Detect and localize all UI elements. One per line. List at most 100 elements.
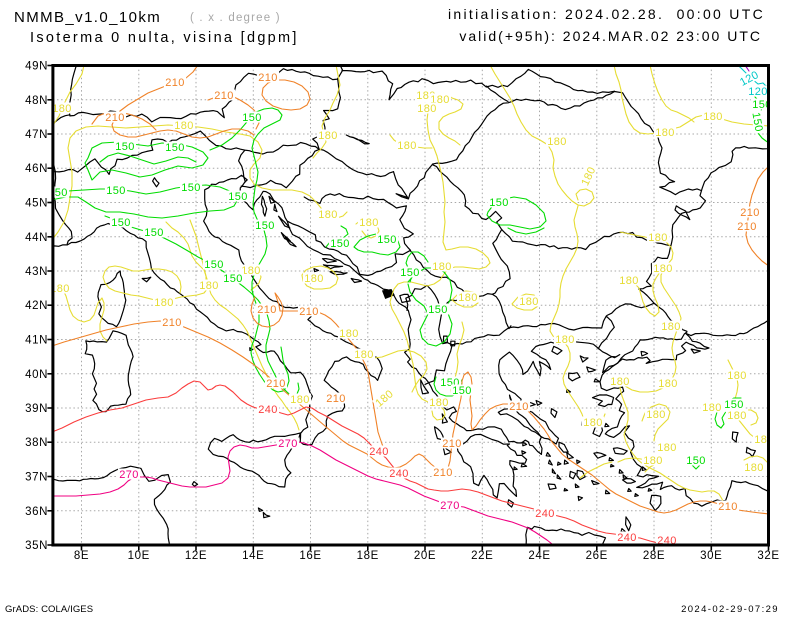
svg-text:150: 150 (452, 385, 472, 397)
svg-text:150: 150 (111, 217, 131, 229)
svg-text:150: 150 (330, 238, 350, 250)
svg-text:180: 180 (727, 410, 747, 422)
svg-text:180: 180 (702, 402, 722, 414)
svg-text:180: 180 (318, 130, 338, 142)
svg-text:44N: 44N (25, 232, 48, 244)
svg-text:180: 180 (583, 417, 603, 429)
svg-text:150: 150 (749, 111, 764, 132)
svg-text:180: 180 (52, 103, 72, 115)
svg-text:180: 180 (703, 111, 723, 123)
svg-text:180: 180 (174, 120, 194, 132)
svg-text:150: 150 (181, 182, 201, 194)
svg-text:valid(+95h): 2024.MAR.02 23:00: valid(+95h): 2024.MAR.02 23:00 UTC (459, 28, 762, 44)
svg-text:240: 240 (535, 508, 555, 520)
svg-text:2024-02-29-07:29: 2024-02-29-07:29 (681, 604, 779, 615)
svg-text:20E: 20E (414, 550, 436, 562)
svg-text:150: 150 (223, 273, 243, 285)
svg-text:150: 150 (752, 99, 772, 111)
svg-text:240: 240 (389, 468, 409, 480)
svg-text:270: 270 (440, 500, 460, 512)
svg-text:12E: 12E (185, 550, 207, 562)
svg-text:150: 150 (106, 185, 126, 197)
svg-text:26E: 26E (586, 550, 608, 562)
svg-text:180: 180 (154, 297, 174, 309)
svg-text:120: 120 (748, 86, 768, 98)
svg-text:16E: 16E (299, 550, 321, 562)
svg-text:49N: 49N (25, 61, 48, 73)
svg-text:210: 210 (299, 306, 319, 318)
svg-text:37N: 37N (25, 472, 48, 484)
svg-text:210: 210 (718, 501, 738, 513)
svg-text:8E: 8E (74, 550, 89, 562)
svg-text:180: 180 (519, 296, 539, 308)
svg-text:150: 150 (724, 399, 744, 411)
svg-text:180: 180 (661, 321, 681, 333)
svg-text:35N: 35N (25, 540, 48, 552)
svg-text:150: 150 (115, 141, 135, 153)
svg-text:240: 240 (617, 532, 637, 544)
svg-text:180: 180 (610, 376, 630, 388)
svg-text:180: 180 (754, 434, 774, 446)
svg-text:180: 180 (318, 209, 338, 221)
svg-text:210: 210 (257, 304, 277, 316)
svg-text:150: 150 (48, 187, 68, 199)
svg-text:initialisation: 2024.02.28. 0: initialisation: 2024.02.28. 00:00 UTC (448, 6, 765, 22)
svg-text:210: 210 (165, 77, 185, 89)
svg-text:48N: 48N (25, 95, 48, 107)
svg-text:180: 180 (429, 397, 449, 409)
svg-text:150: 150 (204, 259, 224, 271)
svg-text:180: 180 (304, 273, 324, 285)
svg-text:150: 150 (144, 227, 164, 239)
svg-text:180: 180 (555, 334, 575, 346)
svg-text:180: 180 (653, 263, 673, 275)
svg-text:180: 180 (727, 370, 747, 382)
svg-text:210: 210 (105, 112, 125, 124)
svg-text:210: 210 (162, 317, 182, 329)
svg-text:210: 210 (737, 221, 757, 233)
svg-text:210: 210 (442, 438, 462, 450)
svg-text:NMMB_v1.0_10km: NMMB_v1.0_10km (14, 9, 161, 26)
svg-text:180: 180 (547, 136, 567, 148)
svg-text:180: 180 (199, 280, 219, 292)
svg-text:GrADS: COLA/IGES: GrADS: COLA/IGES (5, 604, 93, 615)
svg-text:36N: 36N (25, 506, 48, 518)
svg-text:150: 150 (242, 112, 262, 124)
svg-text:180: 180 (339, 328, 359, 340)
svg-text:150: 150 (165, 142, 185, 154)
svg-text:39N: 39N (25, 403, 48, 415)
svg-text:45N: 45N (25, 198, 48, 210)
svg-text:180: 180 (50, 283, 70, 295)
svg-text:210: 210 (266, 378, 286, 390)
svg-text:180: 180 (619, 275, 639, 287)
svg-text:24E: 24E (528, 550, 550, 562)
svg-text:14E: 14E (242, 550, 264, 562)
svg-text:10E: 10E (128, 550, 150, 562)
svg-text:180: 180 (290, 394, 310, 406)
svg-text:150: 150 (489, 197, 509, 209)
svg-text:180: 180 (458, 292, 478, 304)
svg-text:43N: 43N (25, 266, 48, 278)
svg-text:210: 210 (326, 393, 346, 405)
svg-text:180: 180 (658, 378, 678, 390)
svg-text:42N: 42N (25, 300, 48, 312)
svg-text:38N: 38N (25, 437, 48, 449)
svg-text:270: 270 (119, 469, 139, 481)
svg-text:180: 180 (354, 349, 374, 361)
svg-text:210: 210 (509, 401, 529, 413)
svg-text:210: 210 (214, 90, 234, 102)
svg-text:40N: 40N (25, 369, 48, 381)
svg-text:150: 150 (400, 267, 420, 279)
svg-text:150: 150 (377, 234, 397, 246)
svg-text:180: 180 (643, 455, 663, 467)
svg-text:180: 180 (417, 103, 437, 115)
svg-text:240: 240 (657, 535, 677, 547)
svg-text:46N: 46N (25, 163, 48, 175)
svg-text:180: 180 (646, 409, 666, 421)
svg-text:240: 240 (369, 446, 389, 458)
svg-text:180: 180 (432, 261, 452, 273)
svg-text:Isoterma 0 nulta, visina [dgpm: Isoterma 0 nulta, visina [dgpm] (30, 30, 299, 46)
svg-text:( . x . degree ): ( . x . degree ) (190, 12, 281, 24)
svg-text:210: 210 (433, 467, 453, 479)
svg-text:47N: 47N (25, 129, 48, 141)
svg-text:180: 180 (744, 462, 764, 474)
